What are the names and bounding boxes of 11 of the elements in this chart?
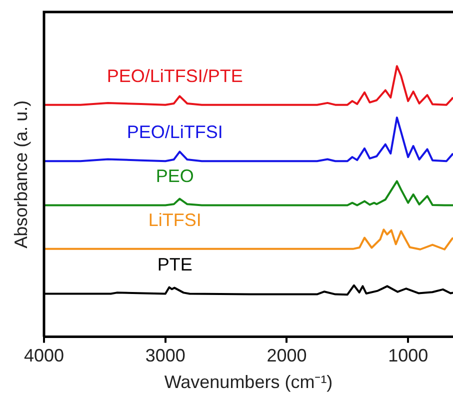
x-tick-label: 1000 <box>388 346 428 366</box>
series-label: PEO/LiTFSI/PTE <box>106 66 243 86</box>
x-axis-title: Wavenumbers (cm⁻¹) <box>164 372 333 392</box>
series-label: PEO <box>156 166 194 186</box>
x-tick-label: 3000 <box>145 346 186 366</box>
series-label: PTE <box>157 254 192 275</box>
series-label: PEO/LiTFSI <box>126 122 223 142</box>
y-axis-title: Absorbance (a. u.) <box>10 100 31 248</box>
x-tick-label: 2000 <box>266 346 307 366</box>
series-label: LiTFSI <box>148 210 202 230</box>
x-tick-label: 4000 <box>24 346 64 366</box>
